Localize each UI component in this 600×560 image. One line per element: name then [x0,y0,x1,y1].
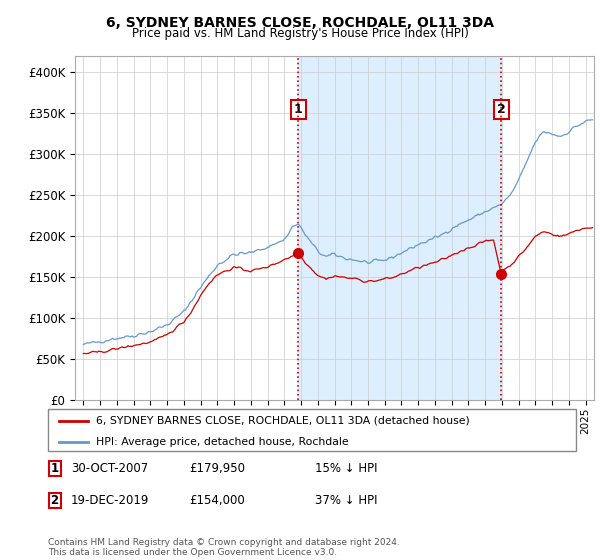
Text: £154,000: £154,000 [189,493,245,507]
Text: 6, SYDNEY BARNES CLOSE, ROCHDALE, OL11 3DA: 6, SYDNEY BARNES CLOSE, ROCHDALE, OL11 3… [106,16,494,30]
Text: HPI: Average price, detached house, Rochdale: HPI: Average price, detached house, Roch… [95,437,348,446]
Text: £179,950: £179,950 [189,462,245,475]
FancyBboxPatch shape [49,493,61,507]
Text: 37% ↓ HPI: 37% ↓ HPI [315,493,377,507]
FancyBboxPatch shape [49,461,61,476]
Text: Price paid vs. HM Land Registry's House Price Index (HPI): Price paid vs. HM Land Registry's House … [131,27,469,40]
Text: Contains HM Land Registry data © Crown copyright and database right 2024.
This d: Contains HM Land Registry data © Crown c… [48,538,400,557]
Text: 15% ↓ HPI: 15% ↓ HPI [315,462,377,475]
Text: 1: 1 [294,103,302,116]
Bar [298,56,501,400]
Text: 1: 1 [50,462,59,475]
Text: 2: 2 [497,103,506,116]
Text: 6, SYDNEY BARNES CLOSE, ROCHDALE, OL11 3DA (detached house): 6, SYDNEY BARNES CLOSE, ROCHDALE, OL11 3… [95,416,469,426]
FancyBboxPatch shape [48,409,576,451]
Text: 2: 2 [50,493,59,507]
Text: 19-DEC-2019: 19-DEC-2019 [71,493,149,507]
Text: 30-OCT-2007: 30-OCT-2007 [71,462,148,475]
